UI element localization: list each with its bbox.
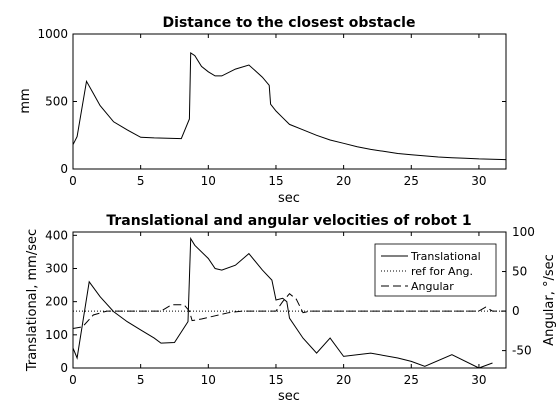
y-tick-label: 100 (45, 328, 68, 342)
x-tick-label: 5 (137, 174, 145, 188)
velocity-x-axis-label: sec (278, 389, 300, 404)
x-tick-label: 25 (404, 373, 419, 387)
distance-chart: Distance to the closest obstacle 0 5 10 15 2… (18, 15, 507, 206)
velocity-right-y-ticks: -50 0 50 100 (502, 225, 535, 358)
y-tick-label: 1000 (37, 27, 68, 41)
distance-y-ticks: 0 500 1000 (37, 27, 506, 176)
x-tick-label: 10 (201, 174, 216, 188)
legend-label-angular: Angular (411, 280, 454, 293)
x-tick-label: 15 (268, 373, 283, 387)
y-tick-label: 500 (45, 95, 68, 109)
legend-box (374, 243, 497, 297)
velocity-plot-lines (73, 236, 506, 368)
series-line-angular (73, 293, 506, 329)
distance-x-axis-label: sec (278, 191, 300, 206)
x-tick-label: 30 (471, 373, 486, 387)
series-line-translational (73, 236, 493, 368)
y-tick-label: 0 (60, 361, 68, 375)
velocity-left-y-axis-label: Translational, mm/sec (25, 229, 40, 372)
y-tick-label: 200 (45, 295, 68, 309)
x-tick-label: 15 (268, 174, 283, 188)
velocity-right-y-axis-label: Angular, °/sec (542, 254, 557, 346)
distance-x-ticks: 0 5 10 15 20 25 30 (69, 34, 487, 188)
y-tick-label: 300 (45, 261, 68, 275)
x-tick-label: 0 (69, 174, 77, 188)
x-tick-label: 5 (137, 373, 145, 387)
x-tick-label: 0 (69, 373, 77, 387)
distance-plot-lines (73, 51, 506, 161)
distance-chart-title: Distance to the closest obstacle (163, 15, 416, 31)
legend-label-ref-for-ang: ref for Ang. (411, 265, 473, 278)
x-tick-label: 20 (336, 174, 351, 188)
velocity-legend: Translational ref for Ang. Angular (374, 243, 497, 297)
series-line-c1-0 (73, 51, 506, 161)
y-tick-label: 0 (60, 162, 68, 176)
y2-tick-label: 0 (512, 304, 520, 318)
velocity-chart-title: Translational and angular velocities of … (106, 213, 471, 229)
distance-y-axis-label: mm (18, 88, 33, 113)
x-tick-label: 10 (201, 373, 216, 387)
y2-tick-label: -50 (512, 344, 532, 358)
y2-tick-label: 100 (512, 225, 535, 239)
x-tick-label: 30 (471, 174, 486, 188)
y2-tick-label: 50 (512, 265, 527, 279)
y-tick-label: 400 (45, 228, 68, 242)
x-tick-label: 25 (404, 174, 419, 188)
velocity-chart: Translational and angular velocities of … (25, 213, 557, 404)
legend-label-translational: Translational (410, 250, 481, 263)
velocity-axes-box (72, 231, 507, 369)
x-tick-label: 20 (336, 373, 351, 387)
velocity-left-y-ticks: 0 100 200 300 400 (45, 228, 77, 375)
velocity-x-ticks: 0 5 10 15 20 25 30 (69, 232, 487, 387)
